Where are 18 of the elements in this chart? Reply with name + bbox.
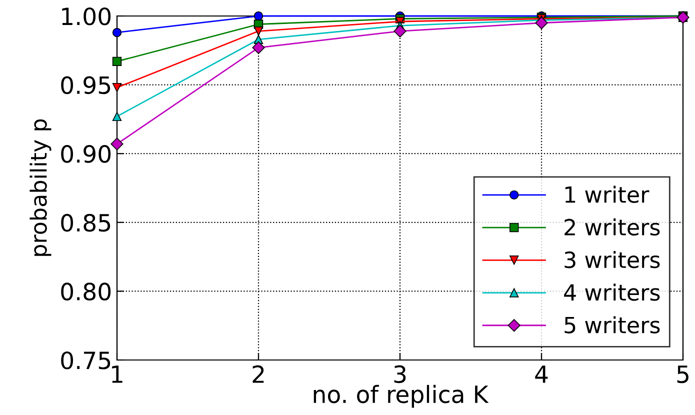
y-tick-label: 1.00 (62, 7, 111, 26)
legend-label: 2 writers (564, 218, 660, 236)
y-tick-label: 0.75 (61, 351, 110, 370)
y-axis-title: probability p (30, 119, 52, 256)
x-tick-label: 3 (394, 365, 406, 384)
x-axis-title: no. of replica K (314, 384, 489, 408)
x-tick-label: 2 (252, 365, 264, 383)
legend-label: 1 writer (565, 186, 650, 203)
legend-label: 4 writers (564, 284, 660, 301)
x-tick-label: 1 (112, 366, 122, 383)
y-tick-label: 0.95 (61, 76, 110, 94)
x-tick-label: 4 (535, 366, 548, 383)
y-tick-label: 0.90 (61, 145, 111, 163)
y-tick-label: 0.80 (61, 282, 111, 301)
x-tick-label: 5 (677, 366, 688, 384)
legend-label: 3 writers (564, 251, 660, 268)
legend-label: 5 writers (564, 316, 660, 334)
y-tick-label: 0.85 (61, 214, 110, 232)
